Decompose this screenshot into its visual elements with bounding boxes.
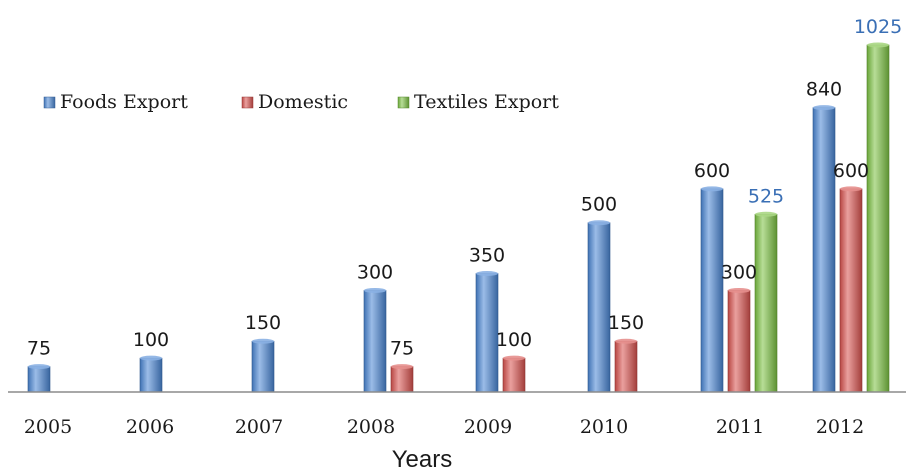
bar-cap-domestic-2008 [391, 364, 413, 370]
data-label-foods-export-2008: 300 [357, 261, 393, 283]
bars [27, 42, 890, 393]
data-label-foods-export-2012: 840 [806, 79, 842, 101]
x-tick-label-2012: 2012 [816, 416, 864, 438]
bar-cap-textiles-export-2012 [867, 42, 889, 48]
data-label-domestic-2012: 600 [833, 160, 869, 182]
x-tick-label-2010: 2010 [580, 416, 628, 438]
data-label-domestic-2011: 300 [721, 261, 757, 283]
data-label-textiles-export-2012: 1025 [854, 16, 902, 38]
data-labels: 75 100 150 300 75 350 100 500 150 600 300 525 840 600… [27, 16, 902, 360]
bar-cap-foods-export-2010 [588, 220, 610, 226]
legend-label-textiles-export: Textiles Export [414, 91, 559, 113]
bar-foods-export-2012 [812, 107, 836, 393]
x-tick-label-2009: 2009 [464, 416, 512, 438]
legend-label-foods-export: Foods Export [60, 91, 188, 113]
bar-foods-export-2007 [251, 340, 275, 393]
bar-foods-export-2008 [363, 290, 387, 393]
bar-foods-export-2011 [700, 188, 724, 393]
bar-foods-export-2005 [27, 366, 51, 393]
bar-domestic-2010 [614, 340, 638, 393]
bar-cap-foods-export-2008 [364, 287, 386, 293]
bar-domestic-2012 [839, 188, 863, 393]
x-tick-label-2008: 2008 [347, 416, 395, 438]
x-axis-title: Years [392, 446, 453, 472]
data-label-foods-export-2011: 600 [694, 160, 730, 182]
x-tick-label-2006: 2006 [126, 416, 174, 438]
data-label-foods-export-2007: 150 [245, 312, 281, 334]
data-label-foods-export-2010: 500 [581, 194, 617, 216]
data-label-foods-export-2009: 350 [469, 245, 505, 267]
bar-cap-textiles-export-2011 [755, 211, 777, 217]
bar-foods-export-2009 [475, 273, 499, 393]
bar-cap-foods-export-2011 [701, 186, 723, 192]
x-tick-label-2011: 2011 [716, 416, 764, 438]
bar-cap-domestic-2010 [615, 338, 637, 344]
bar-cap-domestic-2012 [840, 186, 862, 192]
bar-cap-foods-export-2007 [252, 338, 274, 344]
legend-label-domestic: Domestic [258, 91, 348, 113]
data-label-foods-export-2005: 75 [27, 338, 51, 360]
bar-foods-export-2010 [587, 222, 611, 393]
bar-cap-domestic-2011 [728, 287, 750, 293]
legend-swatch-domestic [241, 96, 254, 109]
legend-swatch-textiles-export [397, 96, 410, 109]
data-label-foods-export-2006: 100 [133, 329, 169, 351]
bar-cap-foods-export-2005 [28, 364, 50, 370]
x-tick-label-2005: 2005 [24, 416, 72, 438]
legend: Foods Export Domestic Textiles Export [43, 91, 559, 113]
bar-domestic-2011 [727, 290, 751, 393]
bar-cap-foods-export-2006 [140, 355, 162, 361]
legend-swatch-foods-export [43, 96, 56, 109]
bar-foods-export-2006 [139, 357, 163, 393]
data-label-domestic-2010: 150 [608, 312, 644, 334]
bar-cap-foods-export-2012 [813, 105, 835, 111]
data-label-textiles-export-2011: 525 [748, 185, 784, 207]
data-label-domestic-2008: 75 [390, 338, 414, 360]
x-axis-ticks: 2005 2006 2007 2008 2009 2010 2011 2012 [24, 416, 864, 438]
bar-domestic-2008 [390, 366, 414, 393]
data-label-domestic-2009: 100 [496, 329, 532, 351]
bar-domestic-2009 [502, 357, 526, 393]
bar-cap-domestic-2009 [503, 355, 525, 361]
bar-cap-foods-export-2009 [476, 271, 498, 277]
bar-textiles-export-2012 [866, 44, 890, 393]
x-tick-label-2007: 2007 [235, 416, 283, 438]
bar-textiles-export-2011 [754, 213, 778, 393]
